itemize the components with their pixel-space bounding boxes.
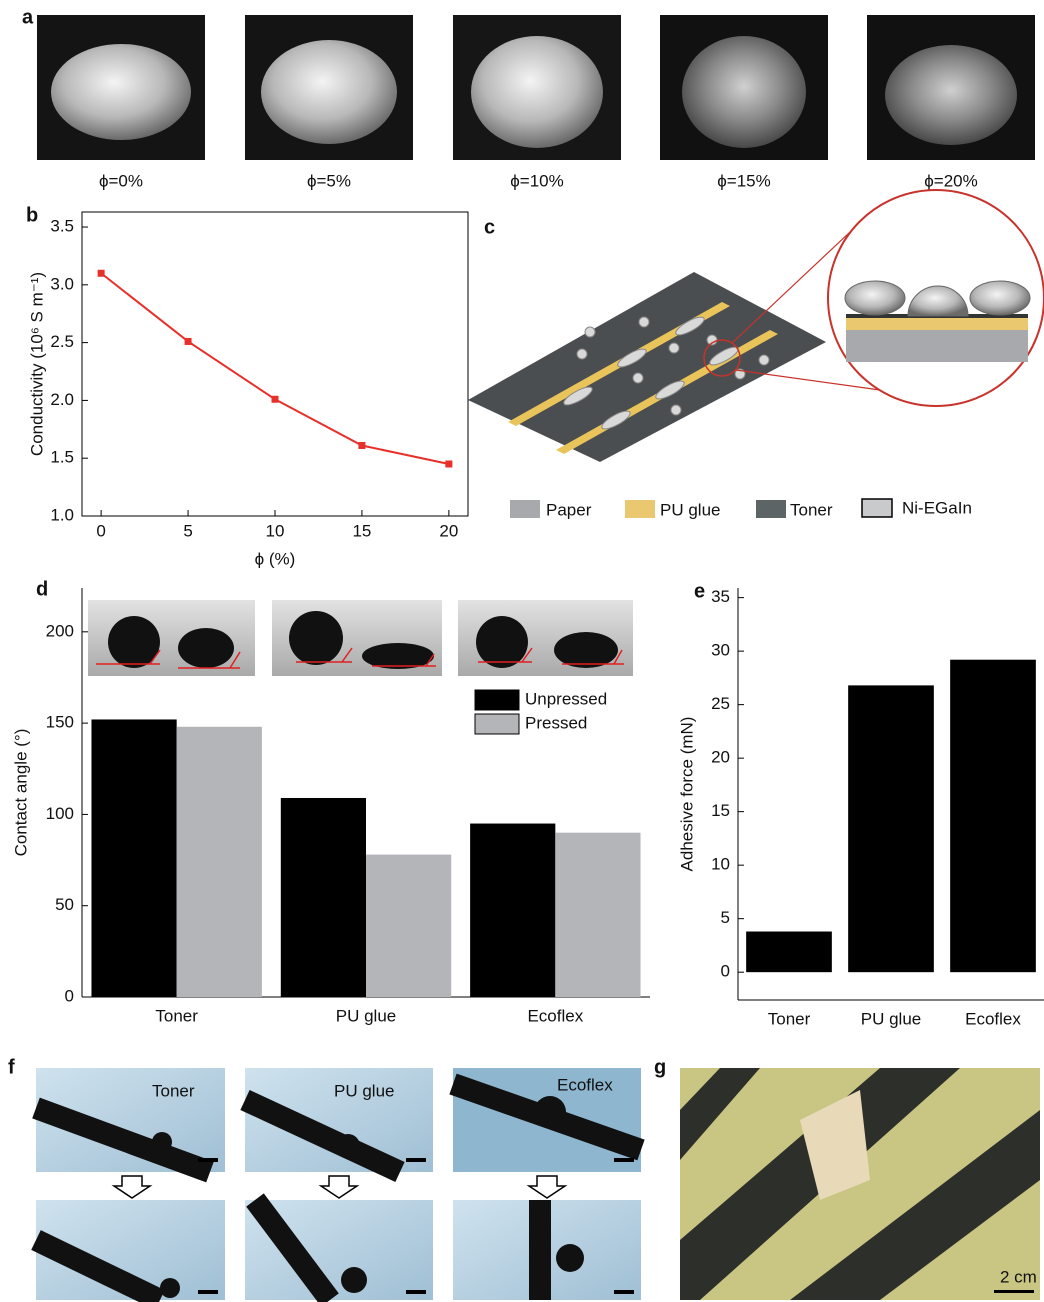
y-tick-label: 50 [55,895,74,914]
legend-swatch [475,714,519,734]
x-tick-label: 20 [439,521,458,540]
y-tick-label: 1.5 [50,448,74,467]
scale-bar-label: 2 cm [1000,1267,1037,1286]
photo-label: ϕ=20% [924,171,977,190]
x-tick-label: PU glue [861,1009,921,1028]
y-tick-label: 0 [65,986,74,1005]
bar [281,798,366,997]
legend-label: PU glue [660,500,720,519]
y-tick-label: 200 [46,621,74,640]
legend-label: Ni-EGaIn [902,498,972,517]
data-point [98,270,105,277]
photo-grid [36,1068,641,1300]
bar [950,660,1036,972]
legend-swatch [862,499,892,517]
y-axis-label: Adhesive force (mN) [677,717,696,872]
substrate [468,272,826,462]
x-tick-label: 10 [266,521,285,540]
bar [555,833,640,997]
legend-label: Toner [790,500,833,519]
data-point [445,460,452,467]
page: {"panels": { "a": {"letter": "a", "label… [0,0,1044,1302]
data-line [101,273,449,464]
bar [746,932,832,973]
legend-label: Paper [546,500,592,519]
bar [177,727,262,997]
y-axis-label: Contact angle (°) [11,729,30,857]
y-tick-label: 10 [711,855,730,874]
photo-row [37,15,1035,160]
y-tick-label: 150 [46,713,74,732]
x-tick-label: Toner [768,1009,811,1028]
photo-label: Ecoflex [557,1075,613,1094]
photo-label: ϕ=0% [99,171,143,190]
legend-swatch [510,500,540,518]
x-tick-label: Ecoflex [527,1006,583,1025]
photo [680,1068,1040,1300]
droplet [682,36,806,148]
x-tick-label: PU glue [336,1006,396,1025]
bar [366,855,451,997]
droplet [471,36,603,148]
y-tick-label: 3.0 [50,274,74,293]
panel-letter: a [22,6,34,28]
photo-label: ϕ=15% [717,171,770,190]
x-tick-label: Toner [155,1006,198,1025]
legend-swatch [475,690,519,710]
y-tick-label: 25 [711,694,730,713]
panel-letter: g [654,1056,666,1078]
panel-letter: c [484,216,495,238]
data-point [272,396,279,403]
bar [848,685,934,972]
y-tick-label: 100 [46,804,74,823]
legend-label: Pressed [525,713,587,732]
legend-label: Unpressed [525,689,607,708]
schematic [468,190,1044,462]
x-tick-label: 5 [183,521,192,540]
figure: a ϕ=0% ϕ=5% ϕ=10% ϕ=15% ϕ=20% b c d e f … [0,0,1044,1302]
y-tick-label: 1.0 [50,505,74,524]
legend-swatch [625,500,655,518]
y-tick-label: 35 [711,587,730,606]
photo-label: ϕ=10% [510,171,563,190]
x-axis-label: ϕ (%) [255,549,296,568]
y-tick-label: 20 [711,748,730,767]
plot-frame [82,212,468,516]
photo-label: Toner [152,1081,195,1100]
y-tick-label: 5 [721,908,730,927]
y-tick-label: 3.5 [50,217,74,236]
panel-letter: d [36,578,48,600]
drop-photos [88,600,633,676]
panel-letter: b [26,204,38,226]
droplet [885,45,1017,145]
bar [470,824,555,997]
photo-label: ϕ=5% [307,171,351,190]
legend-swatch [756,500,786,518]
y-tick-label: 2.5 [50,332,74,351]
x-tick-label: 0 [96,521,105,540]
y-tick-label: 0 [721,962,730,981]
y-tick-label: 30 [711,641,730,660]
droplet [261,40,397,144]
x-tick-label: Ecoflex [965,1009,1021,1028]
droplet [51,44,191,140]
panel-letter: f [8,1056,15,1078]
y-tick-label: 15 [711,801,730,820]
data-point [358,442,365,449]
y-axis-label: Conductivity (10⁶ S m⁻¹) [27,272,46,456]
bar [91,719,176,997]
x-tick-label: 15 [352,521,371,540]
y-tick-label: 2.0 [50,390,74,409]
legend: Paper PU glue Toner Ni-EGaIn [510,498,972,519]
photo-label: PU glue [334,1081,394,1100]
panel-letter: e [694,580,705,602]
data-point [185,338,192,345]
